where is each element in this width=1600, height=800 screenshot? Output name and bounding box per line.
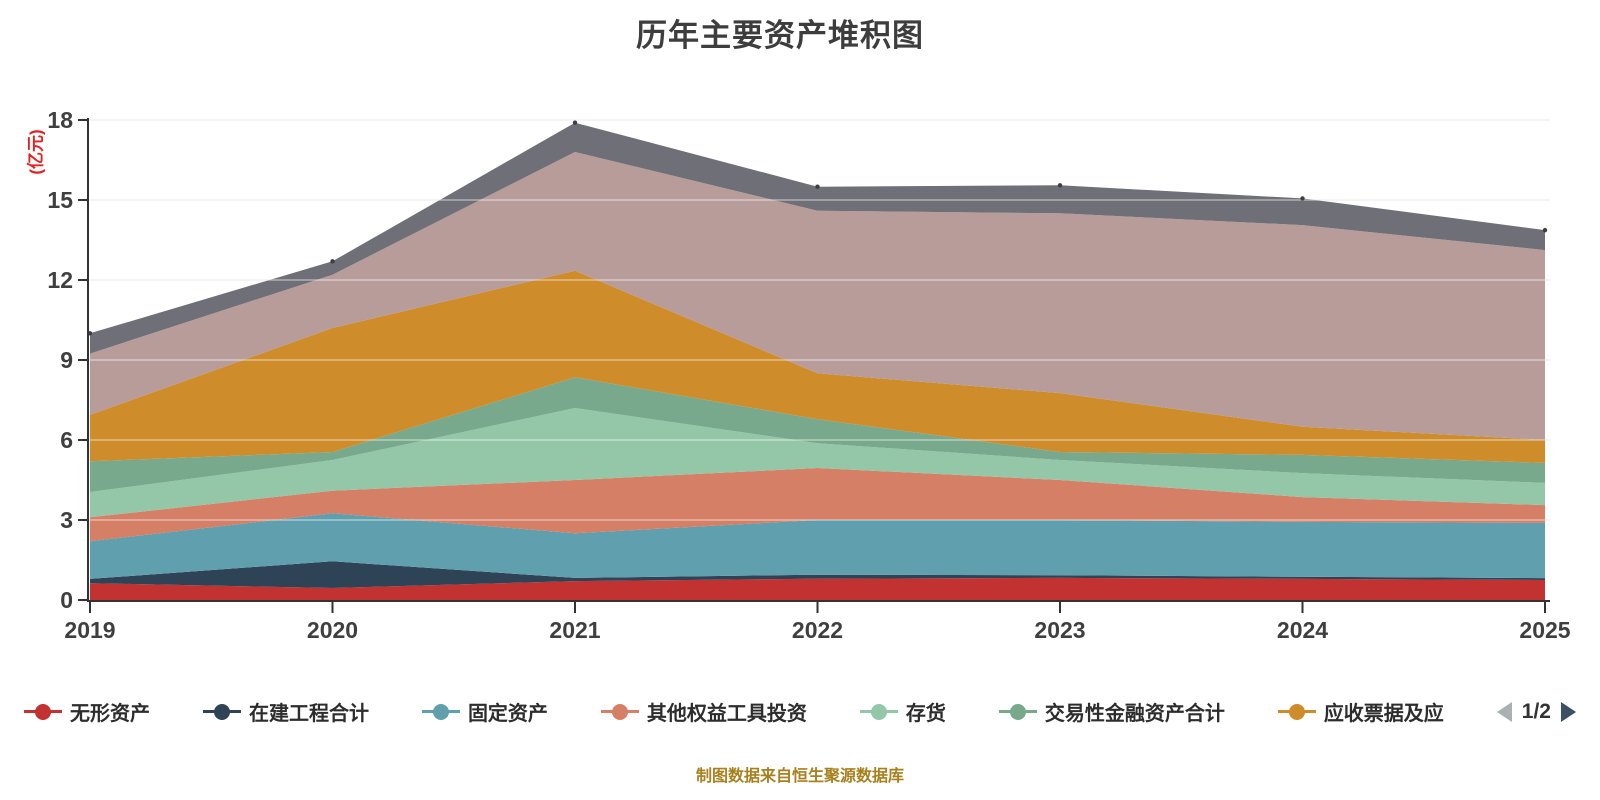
legend-marker-icon [24,703,62,721]
data-point-marker [815,184,820,189]
legend-item-label: 在建工程合计 [248,703,369,725]
y-axis-label: 18 [47,107,73,133]
data-point-marker [330,259,335,264]
legend-prev-page-icon[interactable] [1496,701,1512,722]
y-axis-label: 15 [47,187,73,213]
legend-item-在建工程合计[interactable]: 在建工程合计 [202,697,369,726]
area-series-应收票据及应 [90,270,1545,463]
legend-pager: 1/2 [1496,699,1576,724]
legend-next-page-icon[interactable] [1560,701,1576,722]
legend-marker-dot [870,703,887,720]
area-series-page2-7 [90,152,1545,440]
area-series-存货 [90,408,1545,518]
legend-item-应收票据及应[interactable]: 应收票据及应 [1277,697,1444,726]
area-series-在建工程合计 [90,561,1545,588]
legend-item-交易性金融资产合计[interactable]: 交易性金融资产合计 [998,697,1225,726]
legend-marker-dot [611,703,628,720]
legend-marker-icon [1277,703,1316,721]
legend-marker-dot [1288,703,1305,720]
data-point-marker [1542,227,1548,233]
x-axis-label: 2025 [1519,617,1570,643]
x-axis-label: 2021 [549,617,600,643]
legend-marker-dot [1009,703,1026,720]
legend-marker-dot [432,703,449,720]
legend-marker-icon [859,703,898,721]
x-axis-label: 2023 [1034,617,1085,643]
legend-item-label: 固定资产 [467,703,548,725]
x-axis-label: 2024 [1277,617,1328,643]
plot-area: 0 3 6 9 12 15 18 2019 2020 2021 2022 2023 2024 2025 [47,107,1570,643]
legend-item-无形资产[interactable]: 无形资产 [24,697,150,726]
y-axis-label: 0 [60,587,73,613]
area-series-固定资产 [90,513,1545,579]
legend-marker-icon [202,703,241,721]
legend-item-label: 其他权益工具投资 [646,703,807,725]
data-point-marker [1300,196,1305,201]
legend-item-label: 存货 [905,703,946,725]
x-axis-label: 2019 [64,617,115,643]
legend-item-固定资产[interactable]: 固定资产 [421,697,548,726]
legend-item-存货[interactable]: 存货 [859,697,946,726]
legend-marker-icon [998,703,1037,721]
source-note: 制图数据来自恒生聚源数据库 [695,768,904,785]
chart-title: 历年主要资产堆积图 [636,18,924,53]
area-series-交易性金融资产合计 [90,377,1545,492]
legend-page-indicator: 1/2 [1521,699,1551,723]
y-axis-label: 3 [60,507,73,533]
legend-marker-icon [421,703,460,721]
area-series-其他权益工具投资 [90,468,1545,542]
y-axis-label: 9 [60,347,73,373]
data-point-marker [572,120,578,125]
data-point-marker [1057,183,1063,188]
legend-marker-dot [35,703,51,720]
area-series-无形资产 [90,577,1545,600]
area-series-page2-8 [90,122,1545,354]
legend: 无形资产 在建工程合计 固定资产 其他权益工具投资 存货 交易性金融资产合计 应收票据及应 … [0,697,1600,726]
legend-marker-dot [213,703,230,720]
y-axis-label: 12 [47,267,73,293]
legend-item-label: 交易性金融资产合计 [1044,703,1225,725]
legend-item-label: 应收票据及应 [1323,703,1444,725]
x-axis-label: 2020 [307,617,358,643]
legend-item-其他权益工具投资[interactable]: 其他权益工具投资 [600,697,807,726]
legend-item-label: 无形资产 [70,703,150,725]
y-axis-label: 6 [60,427,73,453]
legend-marker-icon [600,703,639,721]
x-axis-label: 2022 [792,617,843,643]
